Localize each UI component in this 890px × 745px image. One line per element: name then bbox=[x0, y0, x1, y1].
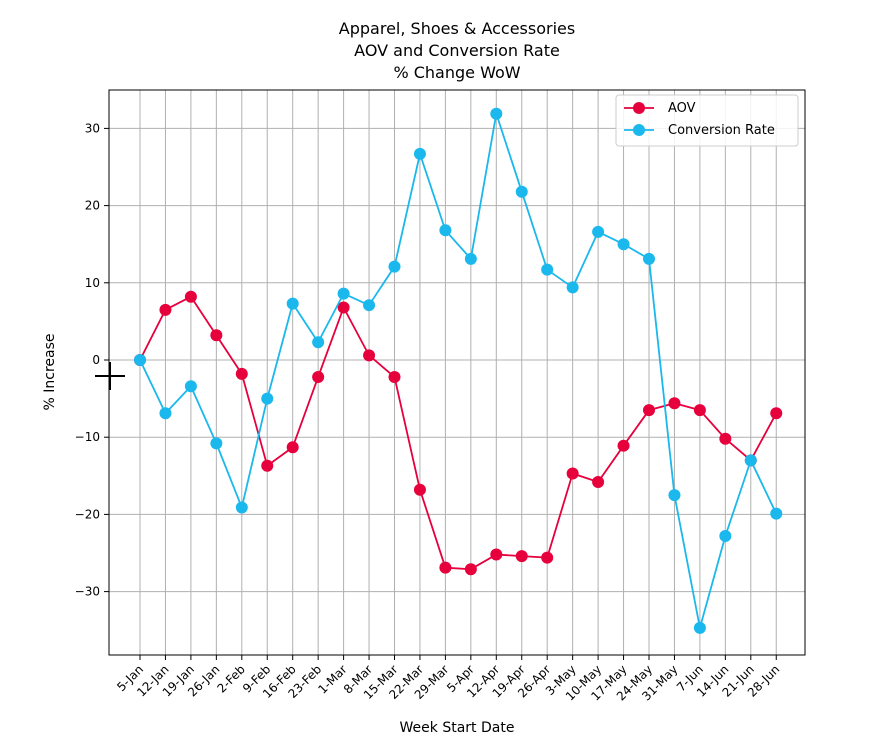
data-point-conversion-rate bbox=[363, 299, 376, 312]
data-point-conversion-rate bbox=[286, 297, 299, 310]
legend-marker-conversion-rate bbox=[633, 124, 645, 136]
series-conversion-rate bbox=[134, 107, 783, 634]
legend-marker-aov bbox=[633, 102, 645, 114]
data-point-conversion-rate bbox=[617, 238, 630, 251]
data-point-conversion-rate bbox=[693, 621, 706, 634]
data-point-aov bbox=[388, 370, 401, 383]
series-plot bbox=[134, 107, 783, 634]
data-point-conversion-rate bbox=[134, 354, 146, 366]
data-point-aov bbox=[413, 483, 426, 496]
data-point-conversion-rate bbox=[566, 281, 579, 294]
data-point-aov bbox=[617, 439, 630, 452]
legend-label-conversion-rate: Conversion Rate bbox=[668, 123, 775, 138]
plot-frame bbox=[108, 89, 806, 656]
legend-label-aov: AOV bbox=[668, 101, 696, 116]
data-point-conversion-rate bbox=[643, 252, 655, 265]
data-point-aov bbox=[490, 548, 503, 561]
data-point-aov bbox=[235, 367, 248, 380]
data-point-conversion-rate bbox=[235, 501, 248, 514]
data-point-conversion-rate bbox=[770, 507, 783, 520]
data-point-aov bbox=[464, 563, 477, 576]
data-point-conversion-rate bbox=[744, 454, 757, 467]
data-point-aov bbox=[337, 301, 350, 314]
data-point-aov bbox=[693, 404, 706, 417]
data-point-aov bbox=[286, 441, 299, 454]
data-point-conversion-rate bbox=[337, 287, 350, 300]
data-point-conversion-rate bbox=[184, 380, 197, 393]
data-point-conversion-rate bbox=[490, 107, 503, 120]
data-point-conversion-rate bbox=[413, 147, 426, 160]
series-aov bbox=[134, 290, 783, 576]
data-point-aov bbox=[643, 404, 655, 417]
x-tick-label: 2-Feb bbox=[215, 662, 248, 695]
y-tick-label: −30 bbox=[75, 585, 100, 599]
data-point-aov bbox=[592, 475, 605, 488]
data-point-aov bbox=[719, 432, 732, 445]
data-point-conversion-rate bbox=[668, 489, 681, 502]
legend-box bbox=[615, 94, 799, 147]
data-point-conversion-rate bbox=[439, 224, 452, 237]
y-tick-label: 0 bbox=[92, 353, 100, 367]
chart-title: Apparel, Shoes & Accessories AOV and Con… bbox=[339, 19, 575, 82]
ticks bbox=[104, 127, 777, 660]
chart-title-line-3: % Change WoW bbox=[393, 63, 520, 82]
x-tick-labels: 5-Jan12-Jan19-Jan26-Jan2-Feb9-Feb16-Feb2… bbox=[114, 662, 782, 703]
data-point-conversion-rate bbox=[541, 263, 554, 276]
legend-entry-conversion-rate: Conversion Rate bbox=[624, 123, 775, 138]
y-tick-label: 10 bbox=[85, 276, 100, 290]
data-point-conversion-rate bbox=[210, 437, 223, 450]
y-tick-label: 30 bbox=[85, 121, 100, 135]
data-point-aov bbox=[261, 459, 274, 472]
chart-title-line-1: Apparel, Shoes & Accessories bbox=[339, 19, 575, 38]
chart-title-line-2: AOV and Conversion Rate bbox=[354, 41, 560, 60]
y-tick-label: −20 bbox=[75, 507, 100, 521]
legend: AOV Conversion Rate bbox=[615, 94, 799, 147]
data-point-aov bbox=[515, 550, 528, 563]
data-point-conversion-rate bbox=[515, 185, 528, 198]
data-point-conversion-rate bbox=[312, 336, 325, 349]
data-point-conversion-rate bbox=[719, 530, 732, 543]
data-point-aov bbox=[210, 329, 223, 342]
series-line-conversion-rate bbox=[139, 112, 778, 629]
data-point-aov bbox=[363, 349, 376, 362]
crosshair-cursor-icon bbox=[95, 362, 125, 390]
data-point-aov bbox=[312, 370, 325, 383]
data-point-aov bbox=[439, 561, 452, 574]
data-point-aov bbox=[184, 290, 197, 303]
data-point-conversion-rate bbox=[464, 252, 477, 265]
y-tick-labels: 30 20 10 0 −10 −20 −30 bbox=[75, 121, 100, 598]
data-point-aov bbox=[541, 551, 554, 564]
data-point-conversion-rate bbox=[261, 392, 274, 405]
data-point-aov bbox=[668, 397, 681, 410]
data-point-conversion-rate bbox=[388, 260, 401, 273]
x-axis-label: Week Start Date bbox=[400, 720, 515, 736]
data-point-aov bbox=[770, 407, 783, 420]
grid bbox=[109, 90, 805, 655]
data-point-aov bbox=[159, 303, 172, 316]
y-tick-label: −10 bbox=[75, 430, 100, 444]
y-axis-label: % Increase bbox=[42, 334, 58, 411]
legend-entry-aov: AOV bbox=[624, 101, 696, 116]
data-point-aov bbox=[566, 467, 579, 480]
data-point-conversion-rate bbox=[592, 225, 605, 238]
y-tick-label: 20 bbox=[85, 199, 100, 213]
data-point-conversion-rate bbox=[159, 407, 172, 420]
